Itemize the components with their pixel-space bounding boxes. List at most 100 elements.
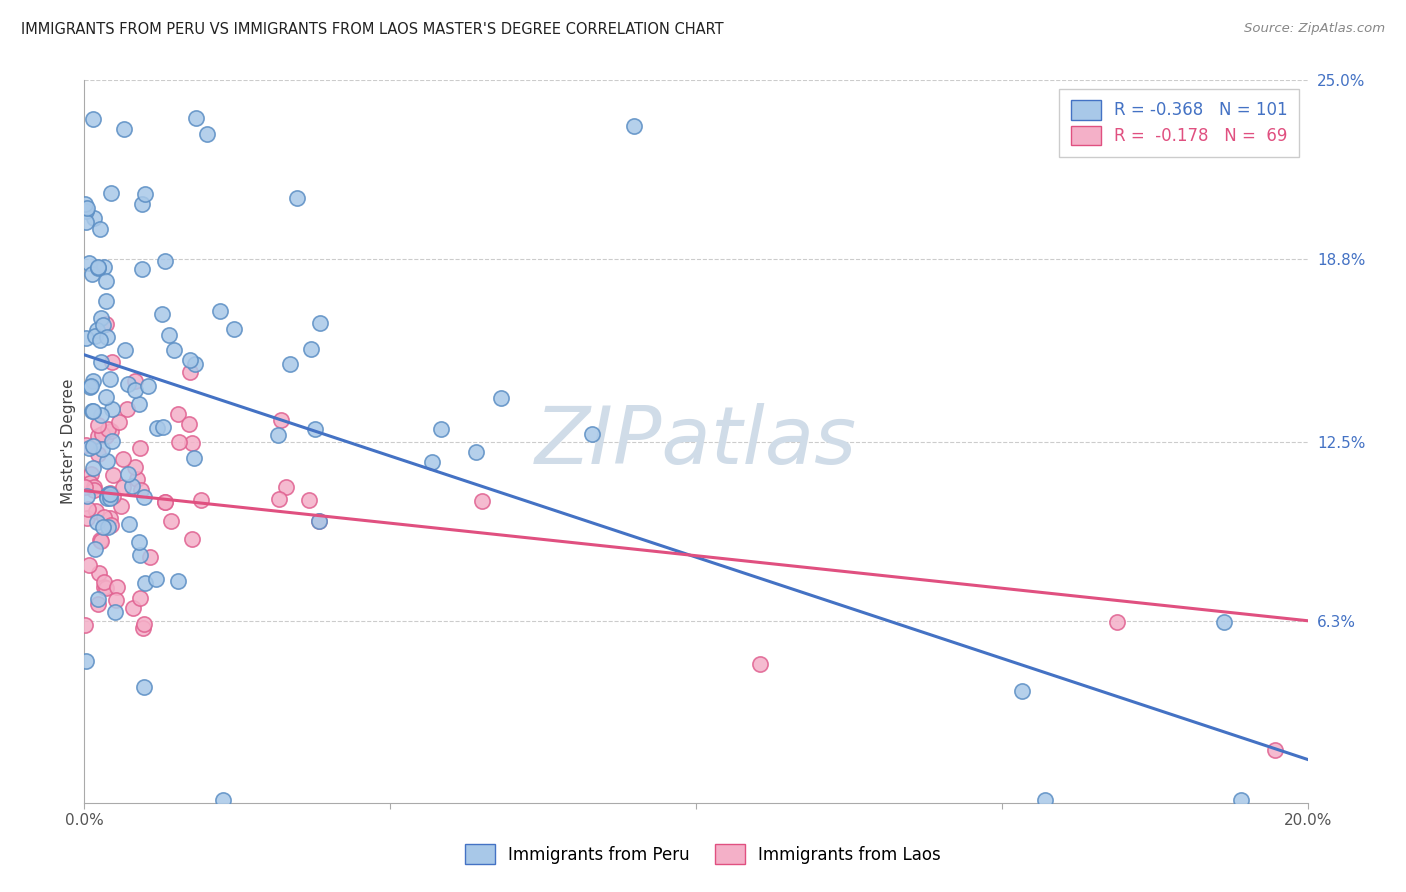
Point bbox=[83, 329, 105, 343]
Point bbox=[181, 532, 204, 546]
Point bbox=[122, 601, 145, 615]
Point bbox=[76, 201, 98, 215]
Point bbox=[104, 605, 127, 619]
Point bbox=[308, 316, 330, 330]
Point bbox=[79, 380, 101, 394]
Point bbox=[75, 480, 97, 494]
Point bbox=[623, 119, 645, 133]
Point bbox=[91, 318, 114, 332]
Point bbox=[98, 487, 121, 501]
Point bbox=[76, 502, 98, 516]
Point bbox=[166, 407, 188, 421]
Point bbox=[304, 422, 326, 436]
Point bbox=[94, 293, 117, 308]
Point bbox=[86, 260, 108, 274]
Point bbox=[128, 397, 150, 411]
Point bbox=[153, 495, 176, 509]
Point bbox=[117, 377, 139, 392]
Point bbox=[195, 127, 218, 141]
Point bbox=[82, 374, 104, 388]
Point bbox=[80, 467, 103, 481]
Point bbox=[278, 357, 301, 371]
Text: IMMIGRANTS FROM PERU VS IMMIGRANTS FROM LAOS MASTER'S DEGREE CORRELATION CHART: IMMIGRANTS FROM PERU VS IMMIGRANTS FROM … bbox=[21, 22, 724, 37]
Point bbox=[181, 436, 204, 450]
Point bbox=[87, 591, 110, 606]
Text: Source: ZipAtlas.com: Source: ZipAtlas.com bbox=[1244, 22, 1385, 36]
Point bbox=[100, 186, 122, 200]
Point bbox=[76, 489, 98, 503]
Point bbox=[97, 487, 120, 501]
Point bbox=[83, 211, 105, 225]
Point bbox=[1264, 743, 1286, 757]
Point bbox=[127, 472, 149, 486]
Point bbox=[129, 483, 152, 497]
Point bbox=[190, 493, 212, 508]
Point bbox=[100, 517, 122, 532]
Point bbox=[75, 654, 97, 668]
Point bbox=[82, 439, 104, 453]
Point bbox=[179, 365, 201, 379]
Point bbox=[1011, 684, 1033, 698]
Point bbox=[211, 793, 233, 807]
Point bbox=[1230, 793, 1253, 807]
Point bbox=[87, 261, 110, 276]
Point bbox=[96, 330, 118, 344]
Point bbox=[430, 422, 453, 436]
Point bbox=[91, 427, 114, 442]
Point bbox=[90, 310, 112, 325]
Point bbox=[152, 419, 174, 434]
Point bbox=[87, 597, 110, 611]
Point bbox=[75, 215, 97, 229]
Point bbox=[153, 495, 176, 509]
Point bbox=[75, 331, 97, 345]
Point bbox=[160, 514, 183, 528]
Point bbox=[581, 426, 603, 441]
Point bbox=[105, 593, 128, 607]
Point bbox=[96, 582, 118, 596]
Legend: R = -0.368   N = 101, R =  -0.178   N =  69: R = -0.368 N = 101, R = -0.178 N = 69 bbox=[1059, 88, 1299, 157]
Point bbox=[1105, 615, 1128, 629]
Point bbox=[112, 480, 135, 494]
Point bbox=[100, 424, 122, 438]
Point bbox=[93, 520, 115, 534]
Point bbox=[89, 566, 111, 580]
Point bbox=[98, 511, 121, 525]
Point bbox=[112, 451, 135, 466]
Point bbox=[464, 445, 486, 459]
Point bbox=[131, 197, 153, 211]
Point bbox=[269, 491, 291, 506]
Point bbox=[91, 442, 114, 457]
Point bbox=[82, 460, 104, 475]
Point bbox=[186, 111, 208, 125]
Point bbox=[132, 621, 155, 635]
Point bbox=[117, 467, 139, 481]
Point bbox=[308, 514, 330, 528]
Point bbox=[90, 409, 112, 423]
Point bbox=[162, 343, 184, 357]
Point bbox=[73, 618, 96, 632]
Point bbox=[114, 343, 136, 357]
Point bbox=[86, 323, 108, 337]
Point bbox=[89, 533, 111, 547]
Point bbox=[129, 548, 152, 562]
Point bbox=[270, 413, 292, 427]
Point bbox=[1213, 615, 1236, 629]
Legend: Immigrants from Peru, Immigrants from Laos: Immigrants from Peru, Immigrants from La… bbox=[458, 838, 948, 871]
Text: ZIPatlas: ZIPatlas bbox=[534, 402, 858, 481]
Point bbox=[96, 429, 118, 443]
Point bbox=[75, 203, 97, 218]
Point bbox=[124, 384, 146, 398]
Point bbox=[179, 352, 201, 367]
Point bbox=[96, 391, 118, 405]
Point bbox=[1033, 793, 1056, 807]
Point bbox=[274, 481, 297, 495]
Point bbox=[89, 533, 111, 548]
Point bbox=[128, 534, 150, 549]
Point bbox=[301, 343, 323, 357]
Y-axis label: Master's Degree: Master's Degree bbox=[60, 379, 76, 504]
Point bbox=[98, 372, 121, 386]
Point bbox=[145, 573, 167, 587]
Point bbox=[93, 575, 115, 590]
Point bbox=[77, 256, 100, 270]
Point bbox=[134, 680, 156, 694]
